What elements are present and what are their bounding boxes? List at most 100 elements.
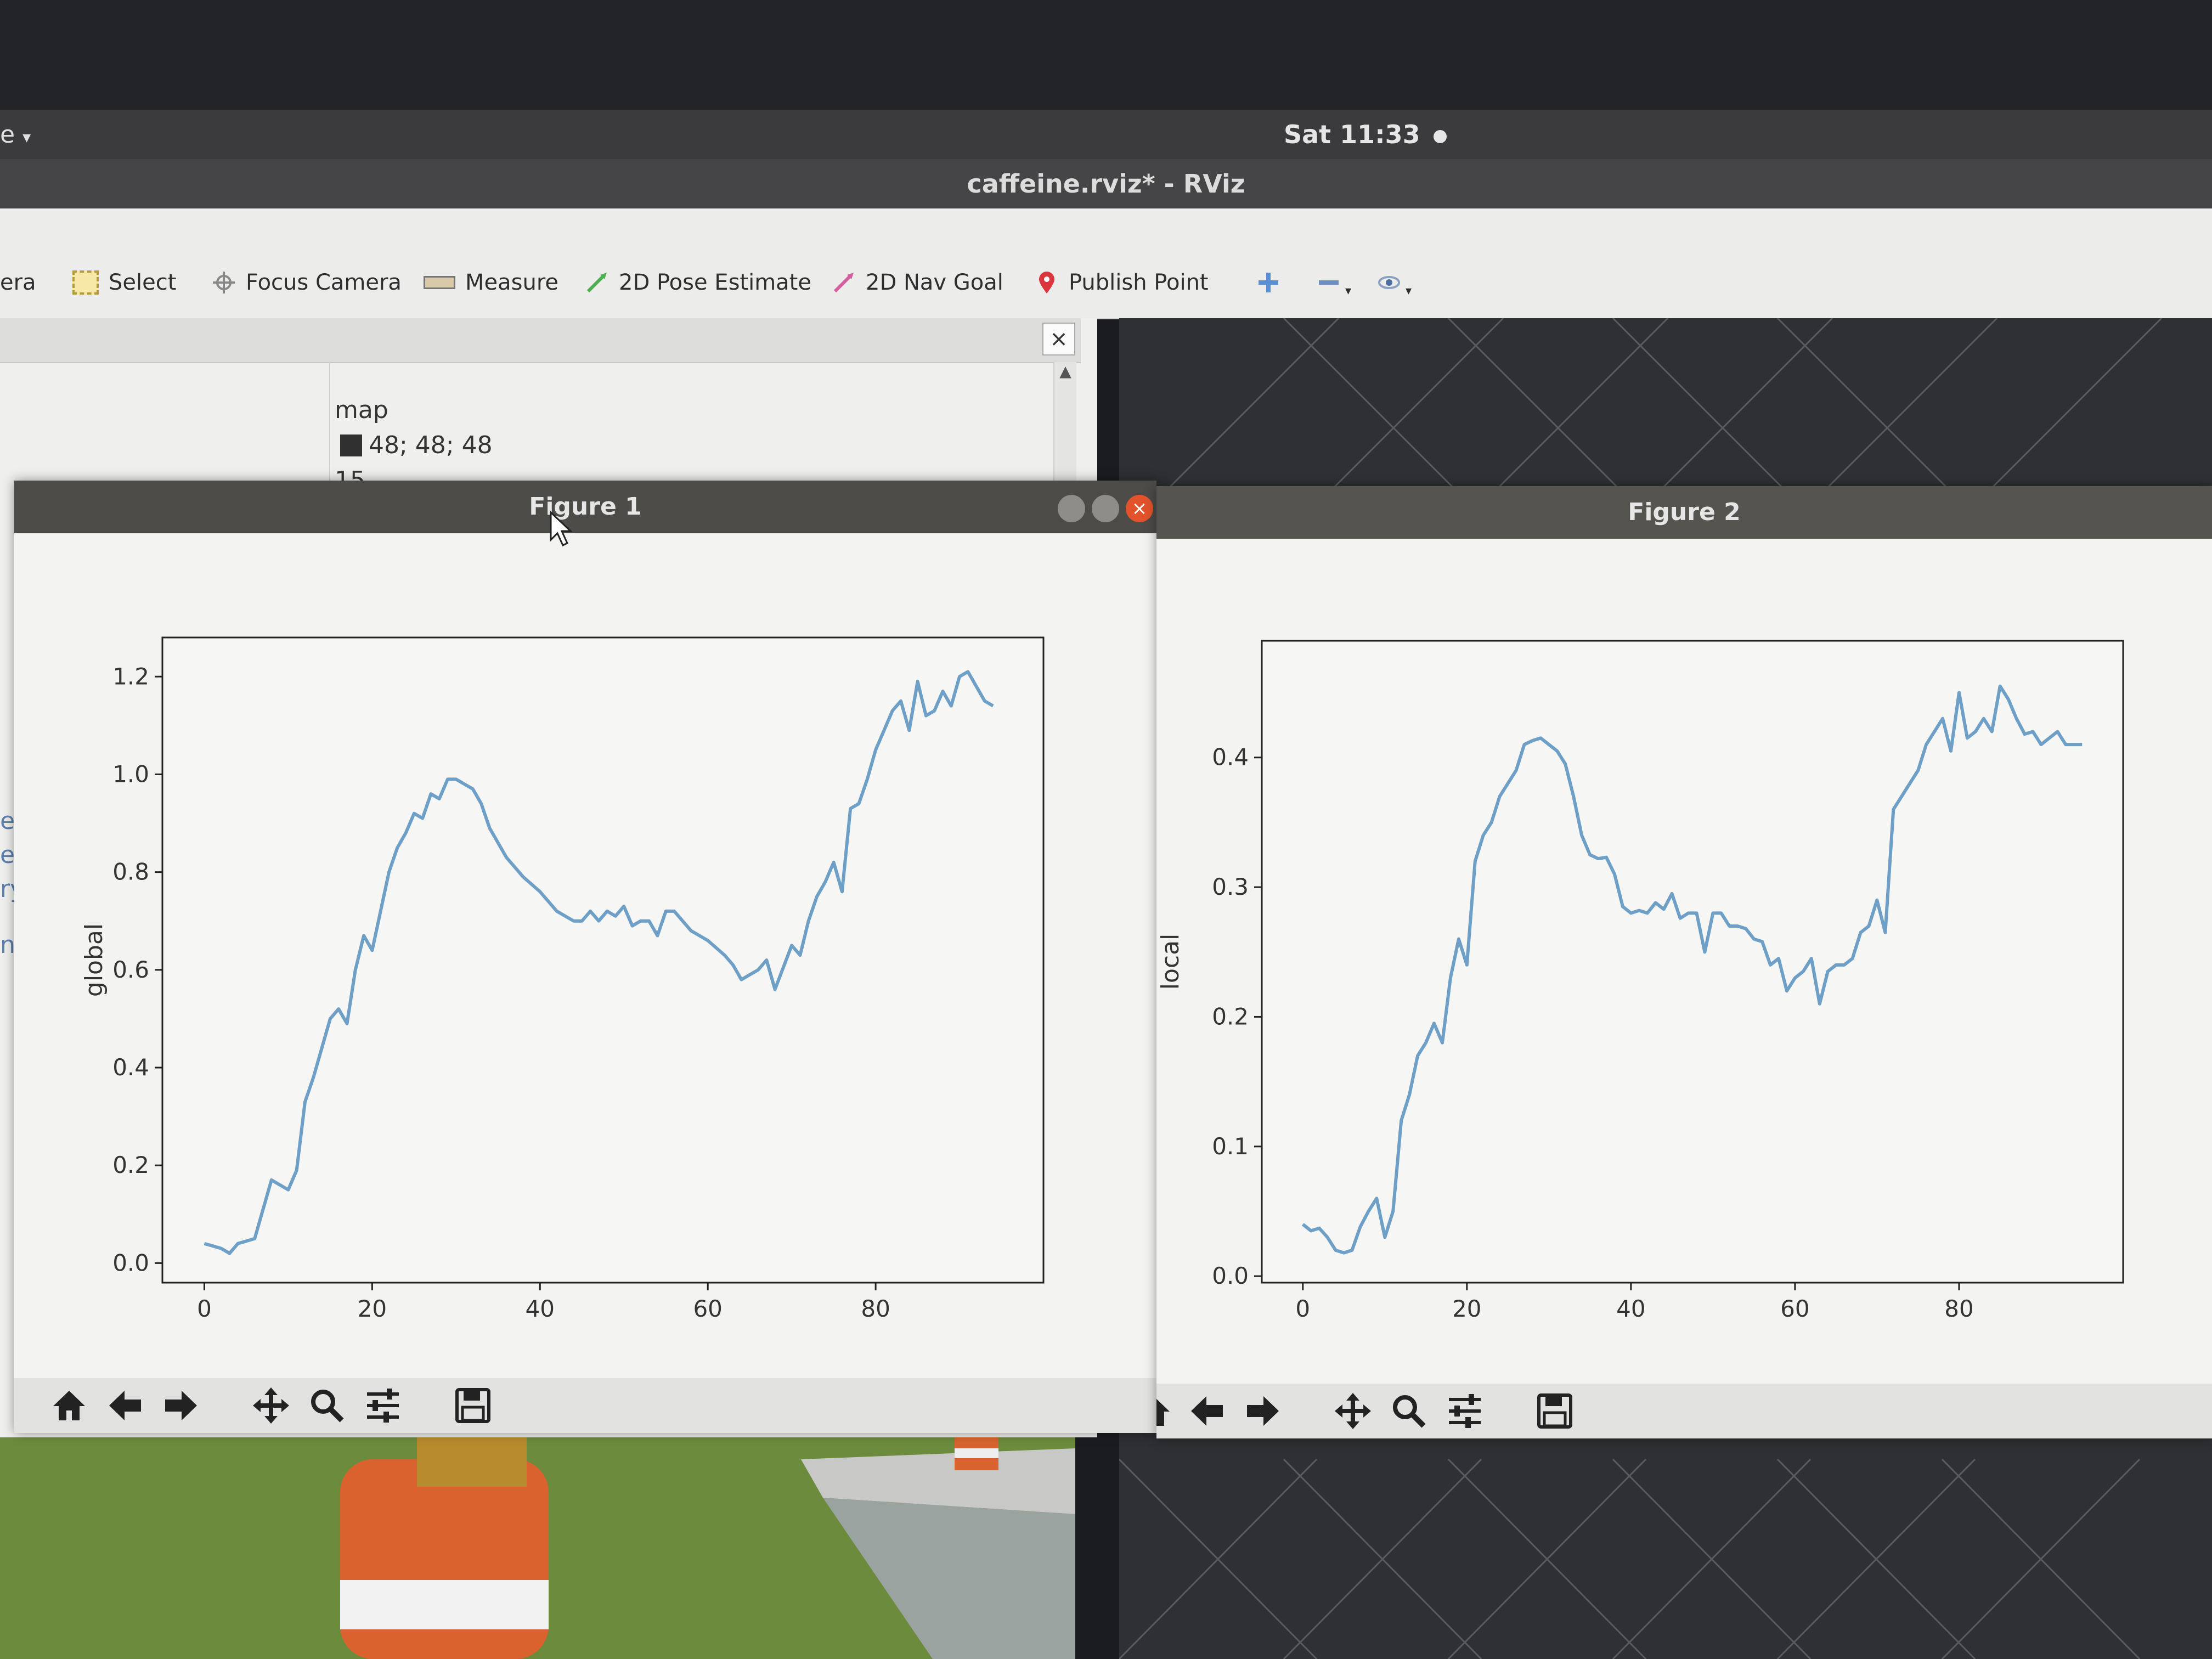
simulation-scene: [0, 1437, 1075, 1659]
configure-button[interactable]: [361, 1384, 405, 1427]
home-button[interactable]: [1156, 1389, 1173, 1433]
scroll-up-icon[interactable]: ▲: [1059, 362, 1071, 380]
zoom-button[interactable]: [305, 1384, 349, 1427]
configure-button[interactable]: [1443, 1389, 1487, 1433]
arrow-left-icon: [109, 1391, 141, 1420]
app-menu[interactable]: e ▾: [0, 121, 31, 149]
y-tick-label: 1.0: [112, 760, 149, 787]
figure-2-plot[interactable]: 0 20 40 60 80 0.0 0.1 0.2 0.3 0.4 local: [1156, 539, 2212, 1384]
tool-focus-camera[interactable]: Focus Camera: [212, 258, 402, 307]
eye-icon: [1378, 276, 1400, 289]
close-panel-button[interactable]: ×: [1042, 323, 1075, 356]
color-property[interactable]: 48; 48; 48: [340, 431, 493, 459]
clock-label: Sat 11:33: [1284, 120, 1420, 149]
app-menu-label: e: [0, 121, 15, 149]
x-tick-label: 80: [861, 1295, 890, 1322]
x-tick-label: 20: [358, 1295, 387, 1322]
x-tick-label: 80: [1944, 1295, 1973, 1322]
arrow-right-icon: [1247, 1396, 1279, 1426]
plot-area: [161, 636, 1045, 1284]
figure-1-plot[interactable]: 0 20 40 60 80 0.0 0.2 0.4 0.6 0.8 1.0 1.2 global: [14, 533, 1156, 1378]
y-tick-label: 0.0: [112, 1249, 149, 1276]
home-icon: [53, 1391, 85, 1420]
arrow-right-icon: [165, 1391, 197, 1420]
pan-button[interactable]: [1331, 1389, 1375, 1433]
view-options-button[interactable]: ▾: [1377, 258, 1412, 307]
x-tick-label: 60: [693, 1295, 722, 1322]
forward-button[interactable]: [1241, 1389, 1285, 1433]
select-icon: [72, 270, 99, 295]
move-icon: [253, 1387, 289, 1424]
scene-graphic: [0, 1437, 1075, 1659]
desktop-top-bezel: [0, 0, 2212, 110]
rviz-title-bar[interactable]: caffeine.rviz* - RViz: [0, 159, 2212, 208]
green-arrow-icon: [586, 273, 607, 293]
tool-2d-nav-goal-label: 2D Nav Goal: [866, 270, 1003, 295]
tool-publish-point-label: Publish Point: [1069, 270, 1209, 295]
home-icon: [1156, 1398, 1170, 1426]
tool-focus-camera-label: Focus Camera: [246, 270, 402, 295]
tool-measure[interactable]: Measure: [424, 258, 558, 307]
figure-2-window: Figure 2 0 20 40 60 80 0.0 0.1 0.2 0.3 0.4 local: [1156, 486, 2212, 1438]
figure-1-toolbar: [14, 1378, 1156, 1433]
pan-button[interactable]: [249, 1384, 293, 1427]
zoom-button[interactable]: [1387, 1389, 1431, 1433]
column-divider: [329, 362, 330, 505]
ruler-icon: [424, 276, 455, 289]
properties-panel-header: [0, 318, 1081, 363]
figure-2-title-bar[interactable]: Figure 2: [1156, 486, 2212, 539]
move-icon: [1335, 1393, 1371, 1429]
mouse-cursor-icon: [550, 510, 573, 547]
add-tool-button[interactable]: [1256, 258, 1280, 307]
minimize-button[interactable]: [1058, 495, 1085, 522]
tool-measure-label: Measure: [465, 270, 558, 295]
y-tick-label: 0.4: [112, 1054, 149, 1081]
status-dot-icon: [1433, 130, 1447, 143]
pink-arrow-icon: [833, 273, 854, 293]
tool-2d-pose-estimate-label: 2D Pose Estimate: [619, 270, 811, 295]
x-tick-label: 40: [526, 1295, 555, 1322]
save-button[interactable]: [451, 1384, 495, 1427]
back-button[interactable]: [1185, 1389, 1229, 1433]
plot-area: [1261, 640, 2124, 1284]
tool-2d-pose-estimate[interactable]: 2D Pose Estimate: [585, 258, 811, 307]
tool-camera[interactable]: era: [0, 258, 36, 307]
maximize-button[interactable]: [1092, 495, 1119, 522]
tool-publish-point[interactable]: Publish Point: [1035, 258, 1209, 307]
partial-value: 15: [335, 466, 365, 482]
color-swatch: [340, 434, 362, 456]
y-tick-label: 0.0: [1212, 1262, 1249, 1289]
y-axis-label: global: [80, 923, 108, 997]
y-tick-label: 0.8: [112, 859, 149, 885]
y-tick-label: 1.2: [112, 663, 149, 690]
figure-1-window: Figure 1 × 0 20 40 60 80 0.0 0.2 0.4 0.6 0.8 1.0 1.…: [14, 481, 1156, 1433]
remove-tool-button[interactable]: ▾: [1317, 258, 1351, 307]
back-button[interactable]: [103, 1384, 147, 1427]
sliders-icon: [1449, 1394, 1481, 1428]
close-icon[interactable]: ×: [1126, 495, 1153, 522]
rviz-toolbar: [0, 208, 2212, 319]
x-tick-label: 60: [1780, 1295, 1809, 1322]
x-tick-label: 40: [1616, 1295, 1645, 1322]
x-tick-label: 0: [197, 1295, 212, 1322]
home-button[interactable]: [47, 1384, 91, 1427]
series-line-local: [1301, 684, 2083, 1255]
y-axis-label: local: [1156, 934, 1184, 990]
tool-camera-label: era: [0, 270, 36, 295]
chevron-down-icon: ▾: [1406, 284, 1412, 298]
tool-select-label: Select: [109, 270, 177, 295]
plus-icon: [1259, 273, 1278, 292]
crosshair-icon: [213, 272, 235, 294]
figure-1-title-bar[interactable]: Figure 1: [14, 481, 1156, 533]
y-tick-label: 0.2: [112, 1152, 149, 1178]
floppy-icon: [1537, 1393, 1572, 1429]
chevron-down-icon: ▾: [22, 128, 31, 147]
tool-select[interactable]: Select: [72, 258, 176, 307]
tool-2d-nav-goal[interactable]: 2D Nav Goal: [832, 258, 1003, 307]
minus-icon: [1319, 280, 1339, 285]
grid-lines: [1119, 318, 2163, 1659]
figure-2-toolbar: [1156, 1384, 2212, 1438]
save-button[interactable]: [1533, 1389, 1577, 1433]
clock[interactable]: Sat 11:33: [1284, 120, 1447, 149]
forward-button[interactable]: [159, 1384, 203, 1427]
